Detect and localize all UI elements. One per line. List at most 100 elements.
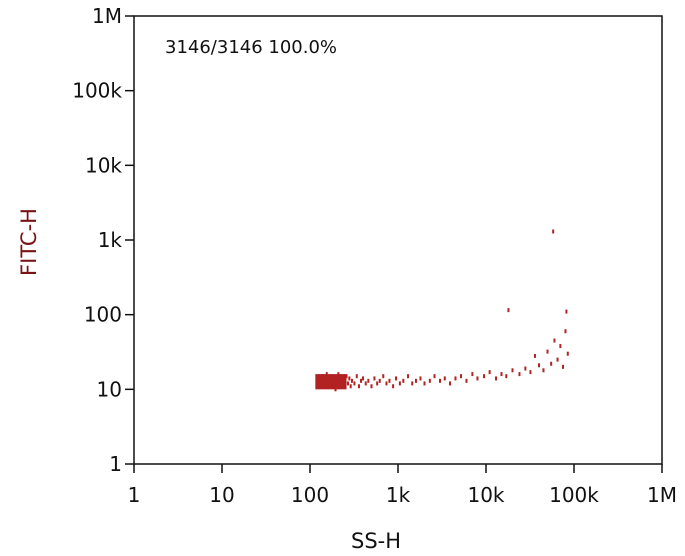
data-point bbox=[321, 374, 324, 379]
data-point bbox=[340, 376, 343, 381]
data-point bbox=[326, 381, 329, 386]
data-point bbox=[407, 374, 410, 379]
data-point bbox=[460, 374, 463, 379]
data-point bbox=[364, 381, 367, 386]
data-point bbox=[334, 387, 337, 392]
x-tick-label: 10 bbox=[209, 483, 234, 507]
data-point bbox=[518, 372, 521, 377]
y-tick-label: 1M bbox=[92, 4, 122, 28]
data-point bbox=[342, 384, 345, 389]
x-tick-label: 1 bbox=[128, 483, 141, 507]
x-tick-label: 10k bbox=[467, 483, 504, 507]
data-point bbox=[378, 378, 381, 383]
data-point bbox=[382, 374, 385, 379]
x-tick-label: 100k bbox=[549, 483, 599, 507]
data-point bbox=[385, 381, 388, 386]
y-tick-label: 100k bbox=[72, 79, 122, 103]
data-point bbox=[348, 376, 351, 381]
data-point bbox=[367, 378, 370, 383]
data-point bbox=[319, 376, 322, 381]
data-point bbox=[562, 364, 565, 369]
y-tick-label: 10k bbox=[85, 153, 122, 177]
data-point bbox=[495, 376, 498, 381]
y-axis-ticks: 1 10 100 1k 10k 100k 1M bbox=[72, 4, 134, 476]
data-point bbox=[476, 376, 479, 381]
data-point bbox=[438, 378, 441, 383]
data-point bbox=[323, 381, 326, 386]
y-axis-title: FITC-H bbox=[17, 208, 41, 276]
data-point bbox=[398, 381, 401, 386]
data-point bbox=[529, 370, 532, 375]
data-point bbox=[507, 308, 510, 313]
data-point bbox=[324, 378, 327, 383]
data-point bbox=[454, 376, 457, 381]
x-axis-title: SS-H bbox=[351, 529, 401, 553]
data-point bbox=[414, 378, 417, 383]
data-point bbox=[320, 384, 323, 389]
data-point bbox=[550, 361, 553, 366]
data-point bbox=[488, 370, 491, 375]
data-point bbox=[546, 349, 549, 354]
y-tick-label: 100 bbox=[84, 303, 122, 327]
data-point bbox=[511, 368, 514, 373]
data-point bbox=[465, 378, 468, 383]
data-point bbox=[395, 376, 398, 381]
data-point bbox=[392, 384, 395, 389]
data-point bbox=[328, 376, 331, 381]
data-point bbox=[553, 338, 556, 343]
data-point bbox=[564, 329, 567, 334]
data-point bbox=[355, 374, 358, 379]
data-point bbox=[433, 374, 436, 379]
data-point bbox=[552, 229, 555, 234]
data-point bbox=[370, 384, 373, 389]
data-point bbox=[329, 384, 332, 389]
y-tick-label: 1k bbox=[98, 228, 123, 252]
gate-statistics-label: 3146/3146 100.0% bbox=[165, 37, 337, 58]
data-point bbox=[376, 381, 379, 386]
data-point bbox=[566, 351, 569, 356]
data-point bbox=[449, 381, 452, 386]
data-point bbox=[373, 376, 376, 381]
data-point bbox=[537, 363, 540, 368]
data-point bbox=[423, 381, 426, 386]
data-point bbox=[559, 344, 562, 349]
data-point bbox=[388, 378, 391, 383]
data-point bbox=[337, 372, 340, 377]
y-tick-label: 10 bbox=[97, 377, 122, 401]
data-point bbox=[335, 378, 338, 383]
data-point bbox=[500, 372, 503, 377]
data-point bbox=[345, 374, 348, 379]
data-point bbox=[353, 381, 356, 386]
data-point bbox=[344, 378, 347, 383]
data-point bbox=[339, 381, 342, 386]
data-point bbox=[565, 309, 568, 314]
data-point bbox=[361, 376, 364, 381]
x-tick-label: 1k bbox=[386, 483, 411, 507]
data-point bbox=[471, 372, 474, 377]
data-point bbox=[349, 384, 352, 389]
x-axis-ticks: 1 10 100 1k 10k 100k 1M bbox=[128, 464, 677, 507]
plot-area-frame bbox=[133, 15, 663, 465]
data-points bbox=[315, 229, 569, 392]
data-point bbox=[357, 384, 360, 389]
data-point bbox=[419, 376, 422, 381]
data-point bbox=[317, 381, 320, 386]
data-point bbox=[556, 357, 559, 362]
data-point bbox=[411, 381, 414, 386]
data-point bbox=[332, 381, 335, 386]
data-point bbox=[483, 374, 486, 379]
y-tick-label: 1 bbox=[109, 452, 122, 476]
data-point bbox=[443, 376, 446, 381]
x-tick-label: 100 bbox=[291, 483, 329, 507]
data-point bbox=[524, 366, 527, 371]
data-point bbox=[542, 368, 545, 373]
data-point bbox=[350, 378, 353, 383]
data-point bbox=[428, 378, 431, 383]
data-point bbox=[330, 378, 333, 383]
data-point bbox=[360, 378, 363, 383]
data-point bbox=[331, 374, 334, 379]
x-tick-label: 1M bbox=[647, 483, 677, 507]
data-point bbox=[333, 376, 336, 381]
data-point bbox=[315, 378, 318, 383]
